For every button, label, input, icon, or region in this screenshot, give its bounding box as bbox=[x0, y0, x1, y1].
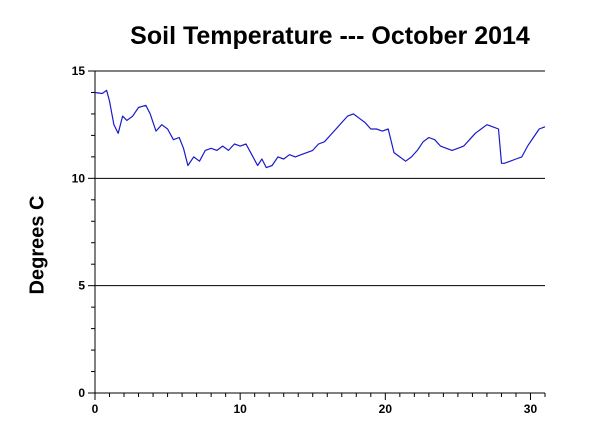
chart-title: Soil Temperature --- October 2014 bbox=[130, 22, 530, 50]
y-tick-label-0: 0 bbox=[78, 386, 85, 400]
series-line-0 bbox=[94, 89, 546, 169]
x-tick-label-0: 0 bbox=[92, 402, 99, 416]
x-tick-label-30: 30 bbox=[524, 402, 538, 416]
y-tick-label-10: 10 bbox=[72, 171, 86, 185]
y-tick-label-15: 15 bbox=[72, 64, 86, 78]
x-tick-label-10: 10 bbox=[233, 402, 247, 416]
y-tick-label-5: 5 bbox=[78, 279, 85, 293]
x-tick-label-20: 20 bbox=[379, 402, 393, 416]
